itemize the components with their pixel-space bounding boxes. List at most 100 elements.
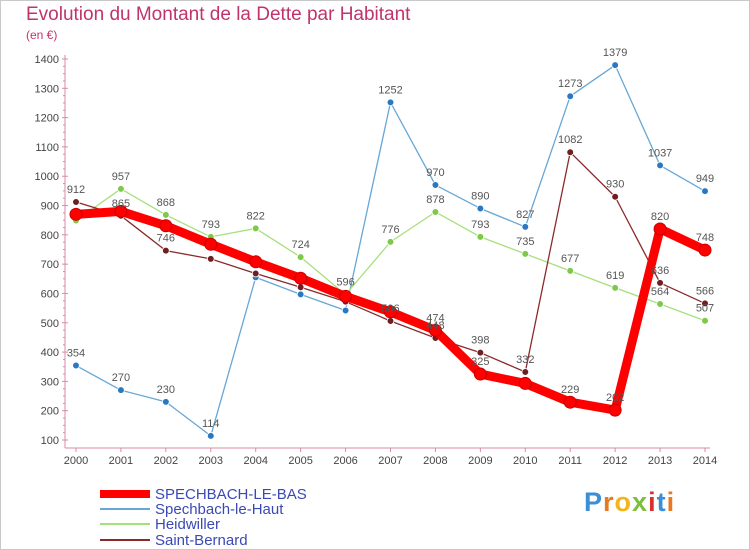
- data-point: [206, 432, 215, 440]
- chart-title: Evolution du Montant de la Dette par Hab…: [26, 4, 411, 25]
- logo-letter: o: [614, 487, 633, 517]
- data-label: 912: [67, 184, 85, 196]
- y-tick-label: 1400: [35, 54, 59, 66]
- y-tick-label: 900: [41, 201, 59, 213]
- data-point: [566, 148, 575, 156]
- x-tick-label: 2003: [199, 455, 223, 467]
- data-point: [698, 243, 712, 257]
- y-tick-label: 200: [41, 406, 59, 418]
- data-label: 636: [651, 265, 669, 277]
- x-tick-label: 2004: [243, 455, 267, 467]
- data-label: 793: [202, 219, 220, 231]
- data-label: 230: [157, 384, 175, 396]
- data-point: [428, 323, 442, 337]
- data-label: 957: [112, 171, 130, 183]
- y-tick-label: 1300: [35, 83, 59, 95]
- legend-swatch: [100, 490, 150, 498]
- legend-swatch: [100, 523, 150, 525]
- data-label: 820: [651, 211, 669, 223]
- data-point: [476, 204, 485, 213]
- data-point: [656, 300, 664, 308]
- chart-unit-label: (en €): [26, 28, 58, 42]
- data-label: 506: [381, 303, 399, 315]
- data-point: [117, 386, 125, 394]
- data-point: [386, 98, 395, 107]
- data-label: 596: [336, 277, 354, 289]
- data-point: [114, 204, 128, 218]
- data-label: 746: [157, 233, 175, 245]
- series-line-spechbach-le-haut: [75, 64, 706, 437]
- logo-letter: i: [666, 487, 676, 517]
- data-point: [431, 208, 440, 216]
- data-label: 229: [561, 384, 579, 396]
- data-label: 735: [516, 236, 534, 248]
- logo-letter: t: [656, 487, 667, 517]
- data-point: [72, 198, 80, 206]
- x-tick-label: 2010: [513, 455, 537, 467]
- data-label: 822: [247, 210, 265, 222]
- data-label: 748: [696, 232, 714, 244]
- logo-letter: i: [648, 487, 657, 517]
- data-label: 970: [426, 167, 444, 179]
- x-tick-label: 2001: [109, 455, 133, 467]
- data-label: 677: [561, 253, 579, 265]
- legend-item: SPECHBACH-LE-BAS: [100, 485, 307, 503]
- data-point: [611, 61, 619, 69]
- data-label: 776: [381, 224, 399, 236]
- data-label: 325: [471, 356, 489, 368]
- data-point: [206, 255, 215, 263]
- x-tick-label: 2009: [468, 455, 492, 467]
- y-tick-label: 500: [41, 318, 59, 330]
- proxiti-logo: Proxiti: [584, 487, 675, 518]
- legend-item: Heidwiller: [100, 515, 221, 533]
- data-point: [518, 376, 532, 390]
- legend-swatch: [100, 508, 150, 510]
- y-tick-label: 300: [41, 376, 59, 388]
- y-tick-label: 400: [41, 347, 59, 359]
- data-point: [117, 185, 125, 193]
- data-point: [611, 284, 619, 292]
- data-point: [521, 223, 530, 231]
- data-point: [656, 161, 664, 170]
- data-label: 619: [606, 270, 624, 282]
- data-label: 114: [202, 418, 220, 430]
- data-label: 793: [471, 219, 489, 231]
- data-point: [162, 246, 170, 255]
- x-tick-label: 2011: [558, 455, 582, 467]
- data-point: [162, 398, 170, 406]
- legend-label: Heidwiller: [155, 515, 221, 533]
- data-label: 724: [291, 239, 309, 251]
- legend-label: Saint-Bernard: [155, 531, 248, 549]
- x-tick-label: 2000: [64, 455, 88, 467]
- logo-letter: x: [632, 487, 649, 517]
- data-point: [566, 267, 575, 275]
- x-tick-label: 2014: [693, 455, 717, 467]
- data-point: [386, 238, 395, 246]
- x-tick-label: 2012: [603, 455, 627, 467]
- data-point: [339, 289, 353, 303]
- y-tick-label: 100: [41, 435, 59, 447]
- data-point: [473, 367, 487, 381]
- data-label: 890: [471, 190, 489, 202]
- data-point: [69, 207, 83, 221]
- data-label: 878: [426, 194, 444, 206]
- legend-item: Spechbach-le-Haut: [100, 500, 284, 518]
- logo-letter: r: [603, 487, 615, 517]
- data-point: [72, 361, 80, 370]
- x-tick-label: 2008: [423, 455, 447, 467]
- legend-label: SPECHBACH-LE-BAS: [155, 485, 307, 503]
- data-label: 564: [651, 286, 669, 298]
- data-label: 868: [157, 197, 175, 209]
- y-tick-label: 800: [41, 230, 59, 242]
- y-tick-label: 700: [41, 259, 59, 271]
- legend-label: Spechbach-le-Haut: [155, 500, 284, 518]
- data-label: 474: [426, 312, 444, 324]
- data-point: [701, 316, 709, 325]
- data-point: [384, 305, 397, 319]
- data-point: [251, 224, 260, 233]
- data-point: [608, 403, 622, 417]
- y-tick-label: 1100: [35, 142, 59, 154]
- data-point: [653, 222, 667, 236]
